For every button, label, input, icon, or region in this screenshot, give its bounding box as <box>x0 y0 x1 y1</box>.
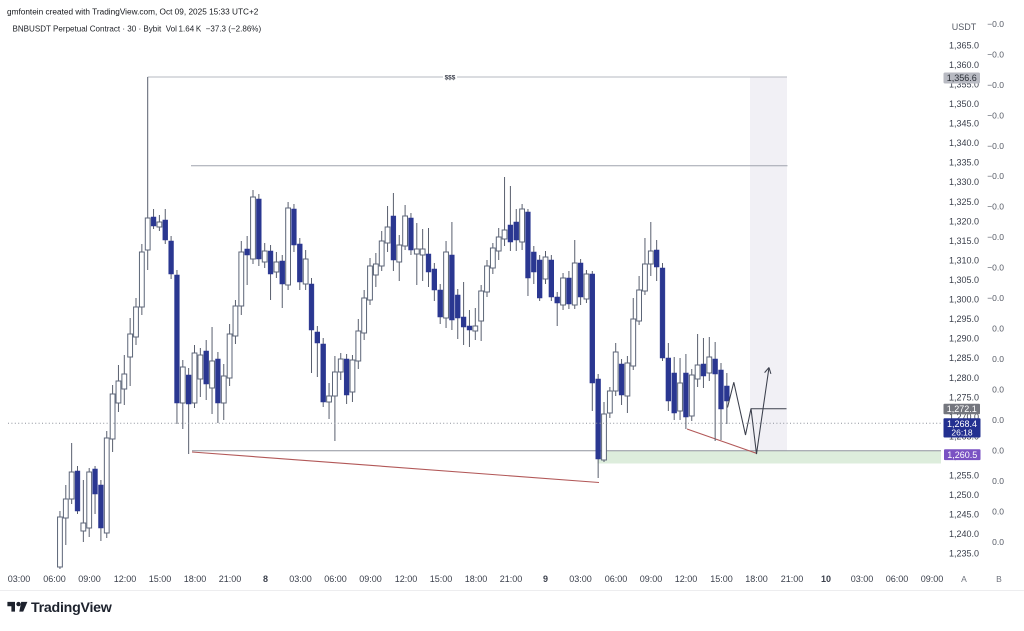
svg-text:−0.0: −0.0 <box>987 293 1004 303</box>
svg-text:18:00: 18:00 <box>184 574 207 584</box>
svg-text:0.0: 0.0 <box>992 385 1004 395</box>
svg-text:12:00: 12:00 <box>114 574 137 584</box>
svg-text:USDT: USDT <box>952 22 977 32</box>
svg-text:−0.0: −0.0 <box>987 141 1004 151</box>
svg-text:1,295.0: 1,295.0 <box>949 314 979 324</box>
svg-text:0.0: 0.0 <box>992 415 1004 425</box>
svg-text:1,250.0: 1,250.0 <box>949 490 979 500</box>
svg-text:1,335.0: 1,335.0 <box>949 158 979 168</box>
svg-text:12:00: 12:00 <box>675 574 698 584</box>
svg-text:26:18: 26:18 <box>951 427 973 437</box>
svg-text:1,290.0: 1,290.0 <box>949 334 979 344</box>
svg-text:−0.0: −0.0 <box>987 232 1004 242</box>
svg-text:06:00: 06:00 <box>605 574 628 584</box>
svg-text:1,272.1: 1,272.1 <box>947 404 977 414</box>
svg-text:1,260.5: 1,260.5 <box>947 450 977 460</box>
svg-text:1,310.0: 1,310.0 <box>949 255 979 265</box>
svg-text:gmfontein created with Trading: gmfontein created with TradingView.com, … <box>7 7 259 16</box>
svg-text:−0.0: −0.0 <box>987 263 1004 273</box>
svg-text:0.0: 0.0 <box>992 476 1004 486</box>
svg-text:03:00: 03:00 <box>289 574 312 584</box>
svg-text:1,305.0: 1,305.0 <box>949 275 979 285</box>
svg-text:0.0: 0.0 <box>992 537 1004 547</box>
svg-text:03:00: 03:00 <box>851 574 874 584</box>
svg-text:21:00: 21:00 <box>500 574 523 584</box>
svg-text:1,255.0: 1,255.0 <box>949 471 979 481</box>
svg-text:15:00: 15:00 <box>149 574 172 584</box>
svg-text:15:00: 15:00 <box>430 574 453 584</box>
svg-text:0.0: 0.0 <box>992 446 1004 456</box>
svg-text:09:00: 09:00 <box>640 574 663 584</box>
svg-text:1,325.0: 1,325.0 <box>949 197 979 207</box>
svg-text:15:00: 15:00 <box>710 574 733 584</box>
svg-text:1,340.0: 1,340.0 <box>949 138 979 148</box>
svg-text:06:00: 06:00 <box>886 574 909 584</box>
svg-text:1,356.6: 1,356.6 <box>947 73 977 83</box>
svg-text:0.0: 0.0 <box>992 506 1004 516</box>
svg-text:1,270.0: 1,270.0 <box>949 412 979 422</box>
svg-text:06:00: 06:00 <box>324 574 347 584</box>
svg-text:18:00: 18:00 <box>465 574 488 584</box>
svg-text:06:00: 06:00 <box>43 574 66 584</box>
svg-text:03:00: 03:00 <box>569 574 592 584</box>
svg-text:0.0: 0.0 <box>992 354 1004 364</box>
svg-text:−0.0: −0.0 <box>987 50 1004 60</box>
svg-text:−0.0: −0.0 <box>987 80 1004 90</box>
svg-text:1,275.0: 1,275.0 <box>949 392 979 402</box>
svg-text:TradingView: TradingView <box>31 600 113 616</box>
svg-text:03:00: 03:00 <box>8 574 31 584</box>
svg-text:B: B <box>996 574 1002 584</box>
svg-text:1,365.0: 1,365.0 <box>949 40 979 50</box>
svg-text:09:00: 09:00 <box>921 574 944 584</box>
svg-text:1,320.0: 1,320.0 <box>949 216 979 226</box>
svg-text:18:00: 18:00 <box>745 574 768 584</box>
svg-text:−0.0: −0.0 <box>987 202 1004 212</box>
svg-text:1,355.0: 1,355.0 <box>949 80 979 90</box>
svg-text:A: A <box>961 574 967 584</box>
svg-text:1,240.0: 1,240.0 <box>949 529 979 539</box>
svg-text:09:00: 09:00 <box>78 574 101 584</box>
svg-text:21:00: 21:00 <box>219 574 242 584</box>
svg-text:09:00: 09:00 <box>359 574 382 584</box>
svg-text:12:00: 12:00 <box>395 574 418 584</box>
svg-text:−0.0: −0.0 <box>987 110 1004 120</box>
svg-text:8: 8 <box>263 574 268 584</box>
svg-text:1,235.0: 1,235.0 <box>949 549 979 559</box>
svg-text:21:00: 21:00 <box>781 574 804 584</box>
svg-text:−0.0: −0.0 <box>987 19 1004 29</box>
svg-text:1,360.0: 1,360.0 <box>949 60 979 70</box>
svg-text:1,350.0: 1,350.0 <box>949 99 979 109</box>
svg-text:10: 10 <box>821 574 831 584</box>
svg-text:1,245.0: 1,245.0 <box>949 510 979 520</box>
svg-text:1,330.0: 1,330.0 <box>949 177 979 187</box>
svg-text:1,300.0: 1,300.0 <box>949 295 979 305</box>
svg-text:1,315.0: 1,315.0 <box>949 236 979 246</box>
svg-text:1,280.0: 1,280.0 <box>949 373 979 383</box>
svg-text:9: 9 <box>543 574 548 584</box>
svg-text:1,285.0: 1,285.0 <box>949 353 979 363</box>
svg-text:$$$: $$$ <box>445 75 456 82</box>
svg-text:BNBUSDT Perpetual Contract · 3: BNBUSDT Perpetual Contract · 30 · Bybit … <box>13 24 262 33</box>
svg-text:0.0: 0.0 <box>992 324 1004 334</box>
svg-text:1,345.0: 1,345.0 <box>949 119 979 129</box>
svg-text:−0.0: −0.0 <box>987 171 1004 181</box>
svg-text:1,268.4: 1,268.4 <box>947 419 977 429</box>
